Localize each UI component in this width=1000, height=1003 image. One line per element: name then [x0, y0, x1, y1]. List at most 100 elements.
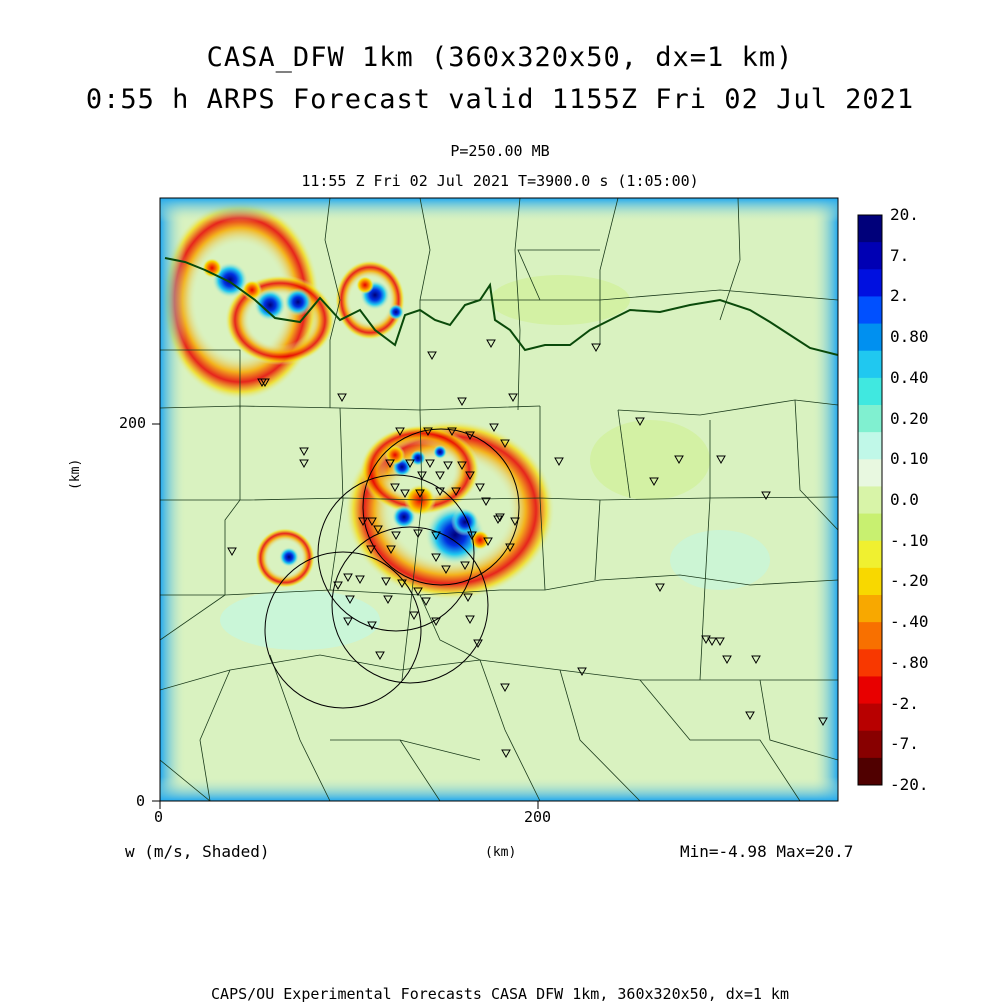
colorbar-swatch: [858, 595, 882, 623]
station-marker: [413, 529, 423, 539]
colorbar-tick-label: 7.: [890, 245, 910, 265]
colorbar-swatch: [858, 459, 882, 487]
y-tick-0: 0: [136, 792, 146, 810]
colorbar-tick-label: -.10: [890, 530, 929, 550]
updraft-core: [279, 547, 299, 567]
station-marker: [701, 635, 711, 645]
station-marker: [465, 431, 475, 441]
min-max-label: Min=-4.98 Max=20.7: [680, 842, 854, 861]
station-marker: [818, 717, 828, 727]
station-marker: [355, 575, 365, 585]
colorbar-swatch: [858, 296, 882, 325]
x-axis-label: (km): [485, 845, 517, 860]
pressure-level: P=250.00 MB: [450, 142, 550, 160]
station-marker: [413, 587, 423, 597]
station-marker: [577, 667, 587, 677]
station-marker: [495, 513, 505, 523]
colorbar-tick-label: 0.20: [890, 408, 929, 428]
station-marker: [751, 655, 761, 665]
station-marker: [397, 579, 407, 589]
colorbar-swatch: [858, 323, 882, 352]
chart-title-line2: 0:55 h ARPS Forecast valid 1155Z Fri 02 …: [85, 84, 915, 115]
station-marker: [463, 593, 473, 603]
radar-range-ring: [264, 551, 422, 709]
colorbar-tick-label: 0.80: [890, 327, 929, 347]
colorbar-swatch: [858, 350, 882, 379]
station-marker: [373, 525, 383, 535]
station-marker: [745, 711, 755, 721]
station-marker: [554, 457, 564, 467]
station-marker: [375, 651, 385, 661]
station-marker: [390, 483, 400, 493]
colorbar-swatch: [858, 242, 882, 270]
station-marker: [715, 637, 725, 647]
station-marker: [299, 459, 309, 469]
station-marker: [405, 459, 415, 469]
station-marker: [425, 459, 435, 469]
station-marker: [761, 491, 771, 501]
station-marker: [367, 621, 377, 631]
station-marker: [707, 637, 717, 647]
station-marker: [443, 461, 453, 471]
colorbar-swatch: [858, 730, 882, 759]
station-marker: [421, 597, 431, 607]
colorbar-tick-label: -7.: [890, 734, 919, 754]
colorbar-swatch: [858, 486, 882, 515]
colorbar-swatch: [858, 405, 882, 433]
station-marker: [417, 471, 427, 481]
station-marker: [500, 683, 510, 693]
station-marker: [299, 447, 309, 457]
station-marker: [383, 595, 393, 605]
station-marker: [386, 545, 396, 555]
station-marker: [409, 611, 419, 621]
station-marker: [500, 439, 510, 449]
station-marker: [475, 483, 485, 493]
x-tick-200: 200: [524, 808, 552, 826]
station-marker: [493, 515, 503, 525]
colorbar-swatch: [858, 540, 882, 569]
vertical-velocity-field: [160, 198, 838, 801]
station-marker: [447, 427, 457, 437]
station-marker: [366, 545, 376, 555]
radar-range-ring: [317, 474, 475, 632]
station-marker: [457, 461, 467, 471]
station-marker: [465, 615, 475, 625]
station-marker: [358, 517, 368, 527]
colorbar-tick-label: 2.: [890, 286, 910, 306]
station-marker: [343, 617, 353, 627]
station-marker: [486, 339, 496, 349]
station-marker: [505, 543, 515, 553]
station-marker: [367, 517, 377, 527]
station-marker: [260, 378, 270, 388]
colorbar-swatch: [858, 513, 882, 542]
footer-credit: CAPS/OU Experimental Forecasts CASA DFW …: [211, 985, 789, 1003]
station-marker: [655, 583, 665, 593]
updraft-core: [284, 288, 312, 316]
colorbar-swatch: [858, 676, 882, 705]
colorbar: [857, 214, 883, 786]
updraft-core: [254, 289, 286, 321]
station-marker: [649, 477, 659, 487]
station-marker: [457, 397, 467, 407]
station-marker: [345, 595, 355, 605]
station-marker: [483, 537, 493, 547]
station-marker: [473, 639, 483, 649]
valid-time: 11:55 Z Fri 02 Jul 2021 T=3900.0 s (1:05…: [301, 172, 699, 190]
station-marker: [400, 489, 410, 499]
station-marker: [431, 553, 441, 563]
station-marker: [227, 547, 237, 557]
station-marker: [591, 343, 601, 353]
station-marker: [427, 351, 437, 361]
county-boundaries: [160, 198, 838, 801]
colorbar-tick-label: -20.: [890, 775, 929, 794]
radar-range-ring: [362, 428, 520, 586]
colorbar-swatch: [858, 703, 882, 732]
station-marker: [489, 423, 499, 433]
station-marker: [343, 573, 353, 583]
colorbar-tick-label: -.20: [890, 571, 929, 591]
colorbar-swatch: [858, 567, 882, 596]
colorbar-swatch: [858, 215, 882, 243]
station-marker: [510, 517, 520, 527]
station-marker: [435, 487, 445, 497]
station-marker: [441, 565, 451, 575]
